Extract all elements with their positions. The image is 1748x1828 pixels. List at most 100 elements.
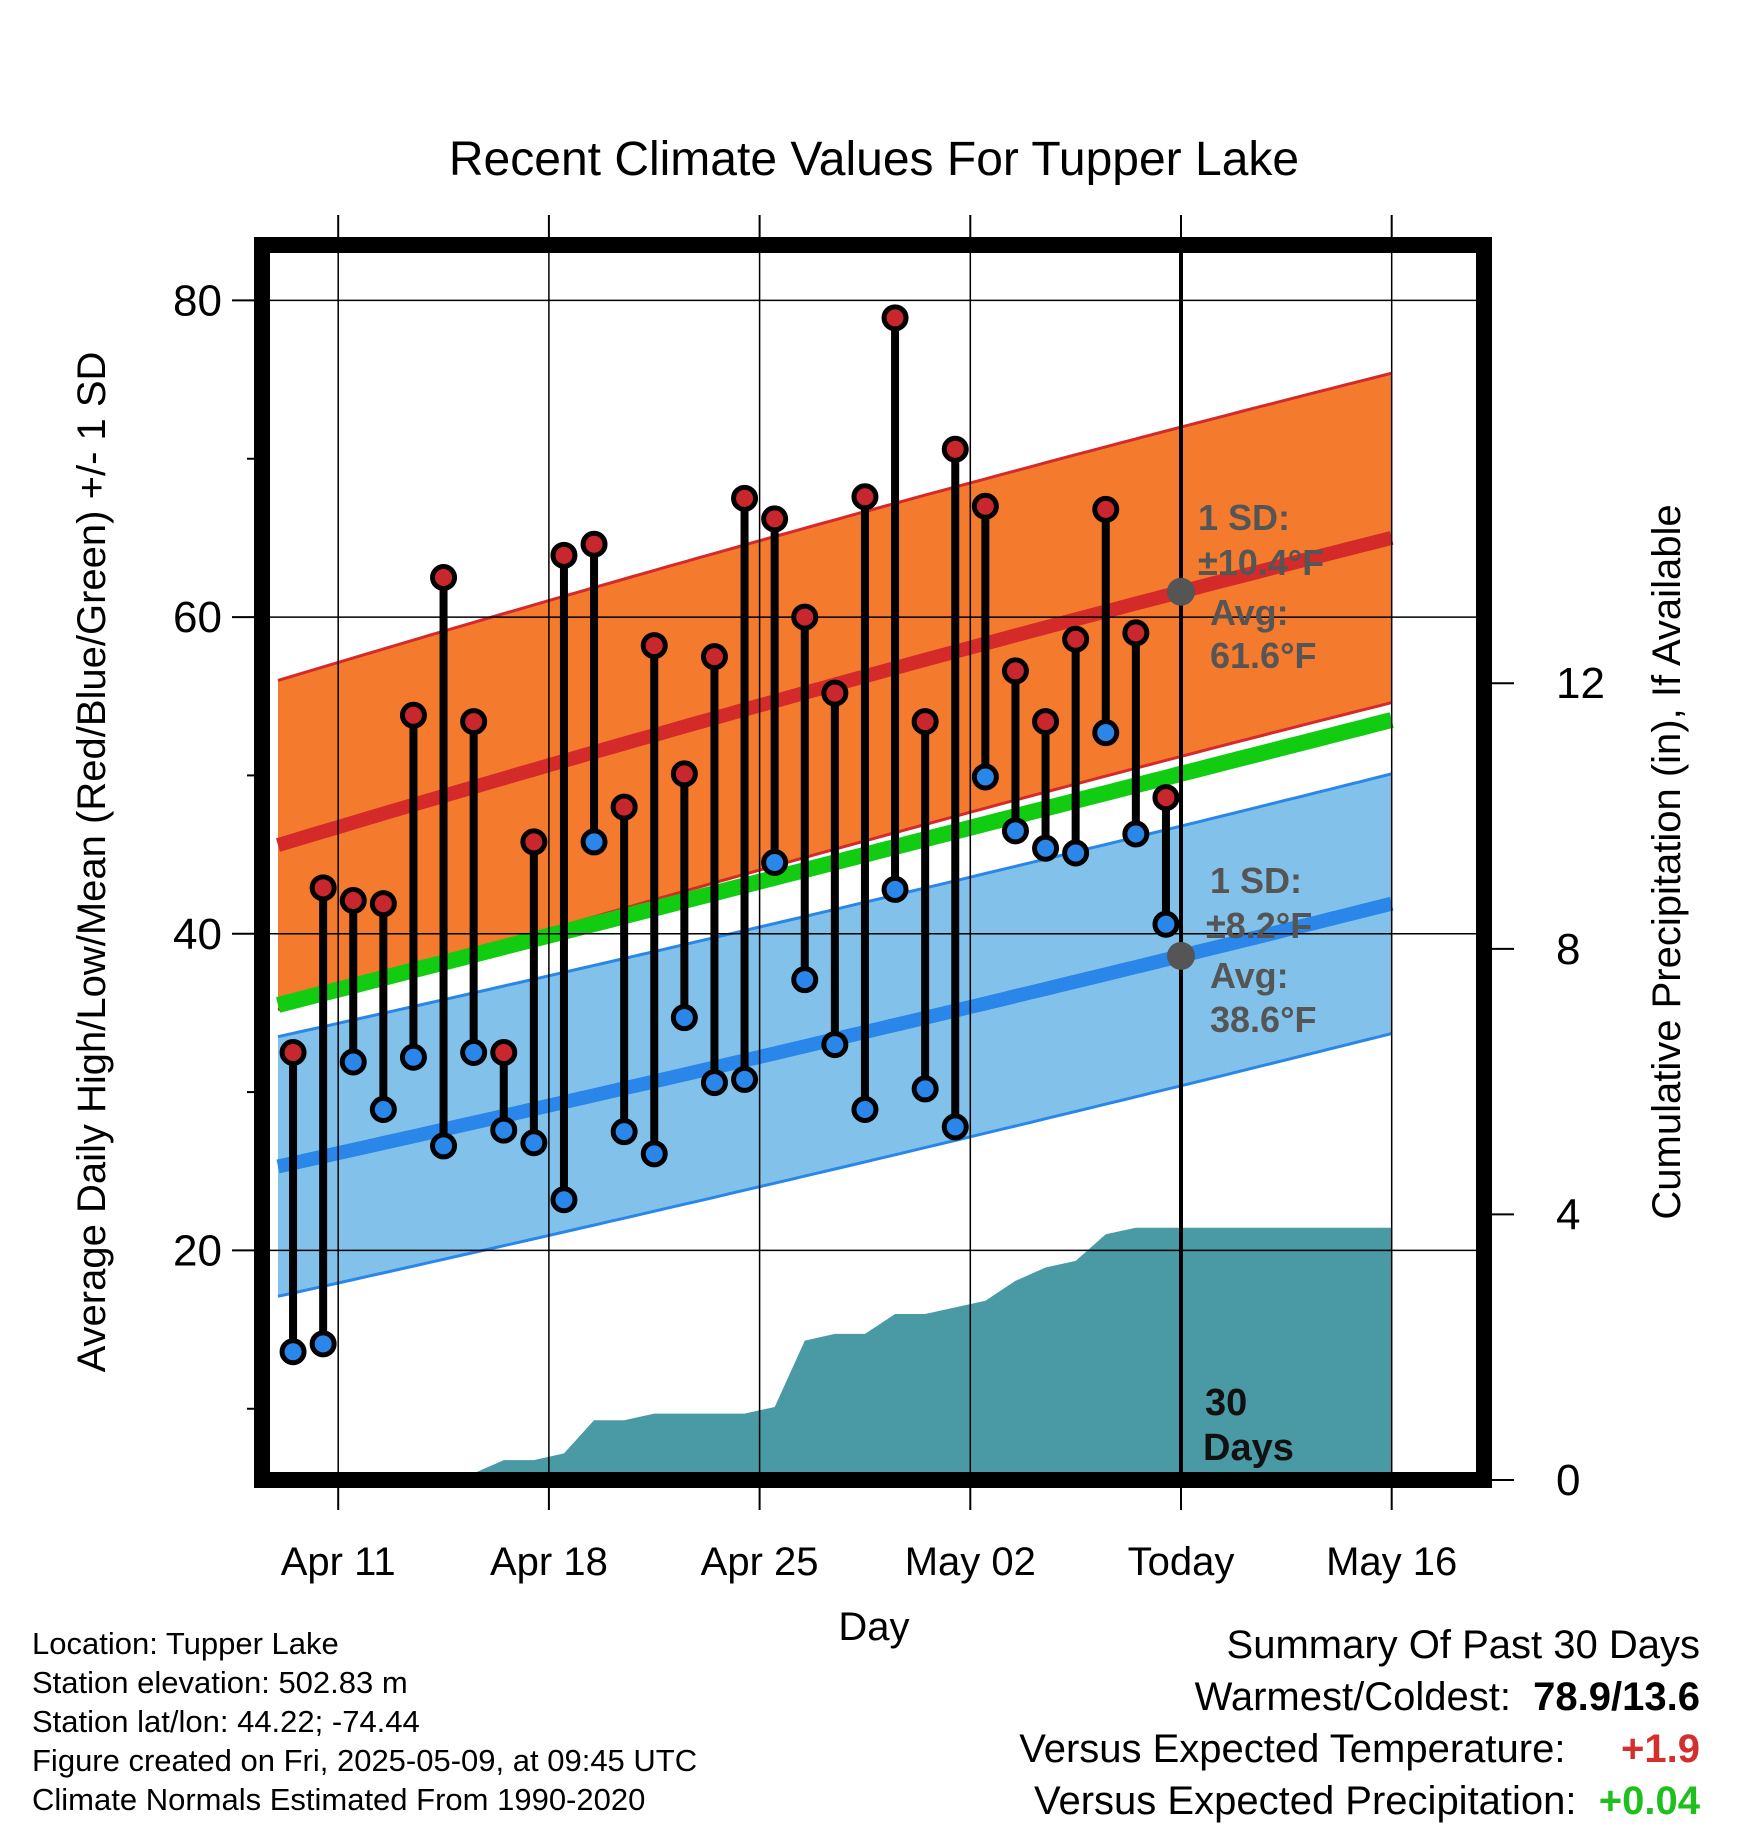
high-point-Apr 25	[761, 505, 789, 533]
low-point-Apr 26	[791, 966, 819, 994]
high-sd-upper-edge	[277, 371, 1393, 682]
x-tick-label-5: May 16	[1326, 1540, 1457, 1584]
low-point-Apr 11	[339, 1048, 367, 1076]
y-tick-label-60: 60	[173, 593, 222, 642]
x-tick-label-0: Apr 11	[281, 1540, 396, 1584]
daily-range-bars	[289, 313, 1170, 1356]
x-tick-label-1: Apr 18	[490, 1540, 608, 1584]
low-point-Apr 30	[911, 1075, 939, 1103]
high-point-Apr 15	[460, 708, 488, 736]
low-point-May 07	[1122, 820, 1150, 848]
high-point-Apr 14	[430, 564, 458, 591]
high-point-May 03	[1001, 657, 1029, 685]
high-point-May 08	[1152, 784, 1180, 812]
low-point-Apr 13	[399, 1043, 427, 1071]
high-point-May 05	[1062, 625, 1090, 653]
climate-normals-note: Climate Normals Estimated From 1990-2020	[32, 1782, 646, 1817]
low-point-May 08	[1152, 910, 1180, 938]
y-right-tick-label-4: 4	[1556, 1190, 1580, 1239]
low-point-Apr 09	[279, 1338, 307, 1366]
x-tick-label-2: Apr 25	[701, 1540, 819, 1584]
high-point-Apr 17	[520, 828, 548, 856]
high-point-Apr 24	[731, 484, 759, 512]
low-point-Apr 15	[460, 1039, 488, 1066]
summary-title: Summary Of Past 30 Days	[1226, 1623, 1700, 1667]
low-point-Apr 18	[550, 1186, 578, 1214]
low-point-May 04	[1032, 834, 1060, 862]
figure-created: Figure created on Fri, 2025-05-09, at 09…	[32, 1743, 698, 1778]
summary-temperature: Versus Expected Temperature: +1.9	[1019, 1724, 1700, 1774]
low-point-Apr 23	[700, 1069, 728, 1097]
low-point-Apr 21	[640, 1140, 668, 1168]
low-point-May 01	[941, 1113, 969, 1141]
high-point-May 01	[941, 435, 969, 463]
high-point-Apr 30	[911, 708, 939, 736]
y-tick-label-20: 20	[173, 1226, 222, 1275]
low-point-Apr 14	[430, 1132, 458, 1160]
high-point-Apr 16	[490, 1039, 518, 1066]
low-point-Apr 24	[731, 1065, 759, 1093]
high-point-Apr 09	[279, 1039, 307, 1066]
precipitation-value: +0.04	[1598, 1779, 1700, 1823]
high-point-Apr 20	[610, 793, 638, 821]
high-point-May 06	[1092, 495, 1120, 523]
high-point-May 04	[1032, 708, 1060, 736]
low-point-Apr 16	[490, 1116, 518, 1144]
high-point-Apr 22	[670, 760, 698, 788]
low-sd-lower-edge	[277, 1032, 1393, 1298]
warmest-coldest-label: Warmest/Coldest:	[1194, 1675, 1511, 1719]
y-right-tick-label-12: 12	[1556, 659, 1605, 708]
high-point-Apr 27	[821, 679, 849, 707]
high-point-Apr 11	[339, 887, 367, 914]
high-point-Apr 19	[580, 530, 608, 558]
axes: 20 40 60 80 0 4 8 12 Apr 11 Apr 18 Apr 25 May 02 Tod…	[173, 215, 1605, 1584]
low-sd-value: ±8.2°F	[1206, 905, 1312, 946]
high-point-Apr 13	[399, 701, 427, 729]
y-right-tick-label-0: 0	[1556, 1456, 1580, 1505]
today-high-avg-marker	[1167, 577, 1195, 606]
today-low-avg-marker	[1167, 941, 1195, 970]
high-point-May 02	[971, 492, 999, 520]
high-point-Apr 23	[700, 643, 728, 671]
y-right-tick-label-8: 8	[1556, 925, 1580, 974]
low-point-May 06	[1092, 719, 1120, 747]
y-tick-label-80: 80	[173, 276, 222, 325]
x-tick-label-3: May 02	[905, 1540, 1036, 1584]
low-point-Apr 17	[520, 1129, 548, 1157]
low-avg-label: Avg:	[1210, 955, 1289, 996]
low-point-Apr 25	[761, 849, 789, 876]
high-point-Apr 18	[550, 541, 578, 569]
temperature-value: +1.9	[1621, 1727, 1700, 1771]
summary-precipitation: Versus Expected Precipitation: +0.04	[1034, 1776, 1700, 1826]
low-point-Apr 22	[670, 1004, 698, 1032]
high-avg-value: 61.6°F	[1210, 635, 1316, 676]
chart-title: Recent Climate Values For Tupper Lake	[449, 133, 1299, 186]
low-point-May 03	[1001, 817, 1029, 845]
low-point-Apr 20	[610, 1118, 638, 1146]
low-point-Apr 12	[369, 1096, 397, 1123]
chart-labels: Recent Climate Values For Tupper Lake Day…	[70, 133, 1689, 1649]
warmest-coldest-value: 78.9/13.6	[1533, 1675, 1700, 1719]
temperature-label: Versus Expected Temperature:	[1019, 1727, 1566, 1771]
summary-warmest-coldest: Warmest/Coldest: 78.9/13.6	[1195, 1672, 1700, 1722]
low-point-Apr 28	[851, 1096, 879, 1123]
low-point-Apr 27	[821, 1031, 849, 1059]
y-tick-label-40: 40	[173, 910, 222, 959]
period-label-number: 30	[1205, 1382, 1247, 1424]
low-point-Apr 19	[580, 828, 608, 856]
x-tick-label-4: Today	[1128, 1540, 1235, 1584]
low-point-May 05	[1062, 839, 1090, 867]
high-point-Apr 26	[791, 603, 819, 631]
low-point-May 02	[971, 763, 999, 791]
precipitation-label: Versus Expected Precipitation:	[1034, 1779, 1577, 1823]
high-point-May 07	[1122, 619, 1150, 647]
low-point-Apr 29	[881, 875, 909, 903]
high-sd-value: ±10.4°F	[1198, 542, 1324, 583]
period-label-days: Days	[1203, 1427, 1294, 1469]
x-axis-label: Day	[838, 1605, 909, 1649]
high-point-Apr 29	[881, 304, 909, 332]
high-sd-label: 1 SD:	[1198, 497, 1290, 538]
station-location: Location: Tupper Lake	[32, 1626, 339, 1661]
low-avg-value: 38.6°F	[1210, 999, 1316, 1040]
